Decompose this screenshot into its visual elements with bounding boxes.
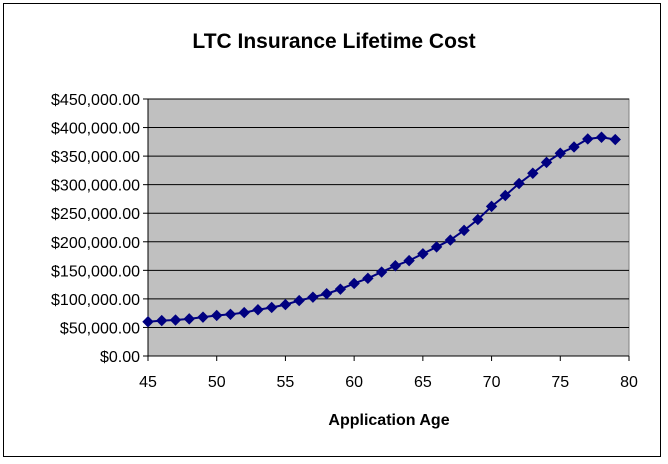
data-point-marker — [307, 291, 319, 303]
data-point-marker — [568, 141, 580, 153]
y-axis-ticks: $0.00 $50,000.00 $100,000.00 $150,000.00 $20… — [51, 92, 148, 366]
data-point-marker — [472, 213, 484, 226]
data-point-marker — [224, 308, 237, 321]
data-point-marker — [403, 254, 415, 267]
data-point-marker — [485, 200, 498, 213]
gridlines — [148, 98, 629, 328]
axes — [147, 99, 629, 357]
data-point-marker — [595, 131, 608, 143]
data-point-marker — [183, 313, 195, 325]
data-point-marker — [279, 298, 292, 311]
y-tick-label: $200,000.00 — [51, 235, 140, 252]
x-tick-label: 55 — [277, 374, 295, 391]
y-tick-label: $300,000.00 — [51, 178, 140, 195]
data-point-marker — [265, 301, 278, 314]
x-tick-label: 80 — [620, 374, 638, 391]
data-point-marker — [389, 260, 402, 272]
data-point-marker — [527, 167, 539, 179]
x-axis-ticks: 45 50 55 60 65 70 75 80 — [139, 356, 638, 391]
data-point-marker — [499, 189, 512, 202]
data-point-marker — [156, 314, 168, 327]
data-point-marker — [609, 133, 621, 146]
data-point-marker — [320, 288, 333, 300]
data-point-marker — [211, 309, 223, 322]
data-point-marker — [513, 177, 525, 190]
x-tick-label: 50 — [208, 374, 226, 391]
data-point-marker — [142, 316, 154, 328]
data-point-marker — [238, 306, 250, 319]
data-point-marker — [430, 241, 443, 253]
y-tick-label: $150,000.00 — [51, 263, 140, 280]
chart-title: LTC Insurance Lifetime Cost — [192, 30, 475, 53]
x-tick-label: 60 — [345, 374, 363, 391]
data-point-marker — [554, 147, 566, 159]
data-point-marker — [197, 311, 209, 323]
x-tick-label: 65 — [414, 374, 432, 391]
y-tick-label: $450,000.00 — [51, 92, 140, 109]
y-tick-label: $350,000.00 — [51, 149, 140, 166]
x-tick-label: 70 — [483, 374, 501, 391]
series-markers — [142, 131, 621, 328]
data-point-marker — [334, 283, 347, 295]
x-tick-label: 45 — [139, 374, 157, 391]
y-tick-label: $100,000.00 — [51, 292, 140, 309]
data-point-marker — [582, 133, 594, 145]
data-point-marker — [169, 314, 182, 326]
data-point-marker — [293, 294, 305, 307]
data-point-marker — [417, 248, 429, 260]
data-point-marker — [444, 234, 457, 246]
x-tick-label: 75 — [551, 374, 569, 391]
data-point-marker — [375, 266, 388, 278]
data-point-marker — [458, 224, 470, 237]
data-point-marker — [348, 277, 360, 290]
y-tick-label: $0.00 — [100, 349, 140, 366]
y-tick-label: $50,000.00 — [60, 320, 140, 337]
y-tick-label: $400,000.00 — [51, 121, 140, 138]
data-point-marker — [252, 304, 264, 316]
y-tick-label: $250,000.00 — [51, 206, 140, 223]
data-point-marker — [362, 272, 374, 285]
data-point-marker — [540, 156, 553, 169]
x-axis-title: Application Age — [328, 412, 449, 429]
